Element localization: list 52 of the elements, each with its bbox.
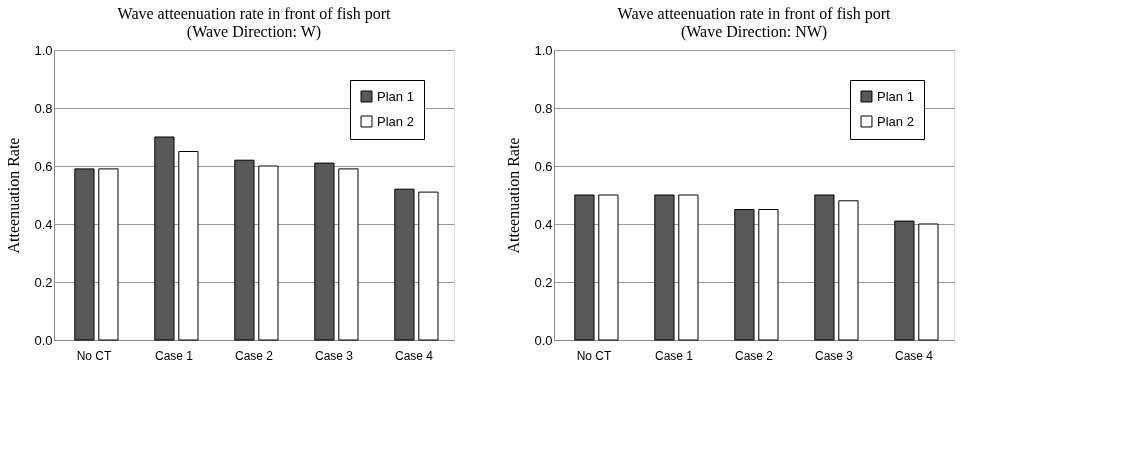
y-tick-label: 1.0 xyxy=(34,42,53,58)
bar xyxy=(418,191,439,341)
x-tick-label: No CT xyxy=(576,348,612,363)
legend-label: Plan 2 xyxy=(877,113,914,129)
bar xyxy=(338,168,359,341)
bar xyxy=(394,188,415,341)
y-axis-title: Atteenuation Rate xyxy=(505,137,523,254)
bar xyxy=(74,168,95,341)
y-axis-title: Atteenuation Rate xyxy=(5,137,23,254)
y-tick-label: 0.8 xyxy=(534,100,553,116)
bar xyxy=(918,223,939,341)
bar xyxy=(654,194,675,341)
x-tick-label: Case 1 xyxy=(654,348,694,363)
bar xyxy=(598,194,619,341)
y-tick-label: 1.0 xyxy=(534,42,553,58)
bar xyxy=(154,136,175,341)
y-tick-label: 0.2 xyxy=(34,274,53,290)
y-tick-label: 0.6 xyxy=(534,158,553,174)
y-tick-label: 0.4 xyxy=(34,216,53,232)
x-tick-label: Case 4 xyxy=(394,348,434,363)
x-tick-label: Case 2 xyxy=(734,348,774,363)
y-tick-label: 0.6 xyxy=(34,158,53,174)
y-tick-label: 0.0 xyxy=(534,332,553,348)
x-tick-label: Case 3 xyxy=(314,348,354,363)
bar xyxy=(314,162,335,341)
y-tick-label: 0.8 xyxy=(34,100,53,116)
text: (Wave Direction: NW) xyxy=(680,23,828,40)
bar xyxy=(258,165,279,341)
bar xyxy=(894,220,915,341)
legend-label: Plan 1 xyxy=(877,88,914,104)
x-tick-label: Case 4 xyxy=(894,348,934,363)
bar xyxy=(758,209,779,341)
text: (Wave Direction: W) xyxy=(186,23,322,40)
bar xyxy=(838,200,859,341)
bar xyxy=(234,159,255,341)
y-tick-label: 0.4 xyxy=(534,216,553,232)
legend-label: Plan 1 xyxy=(377,88,414,104)
x-tick-label: Case 3 xyxy=(814,348,854,363)
legend-label: Plan 2 xyxy=(377,113,414,129)
bar xyxy=(178,151,199,341)
bar xyxy=(678,194,699,341)
bar xyxy=(574,194,595,341)
y-tick-label: 0.0 xyxy=(34,332,53,348)
text: Wave atteenuation rate in front of fish port xyxy=(617,5,891,22)
x-tick-label: No CT xyxy=(76,348,112,363)
y-tick-label: 0.2 xyxy=(534,274,553,290)
bar xyxy=(98,168,119,341)
x-tick-label: Case 2 xyxy=(234,348,274,363)
text: Wave atteenuation rate in front of fish port xyxy=(117,5,391,22)
x-tick-label: Case 1 xyxy=(154,348,194,363)
bar xyxy=(814,194,835,341)
bar xyxy=(734,209,755,341)
